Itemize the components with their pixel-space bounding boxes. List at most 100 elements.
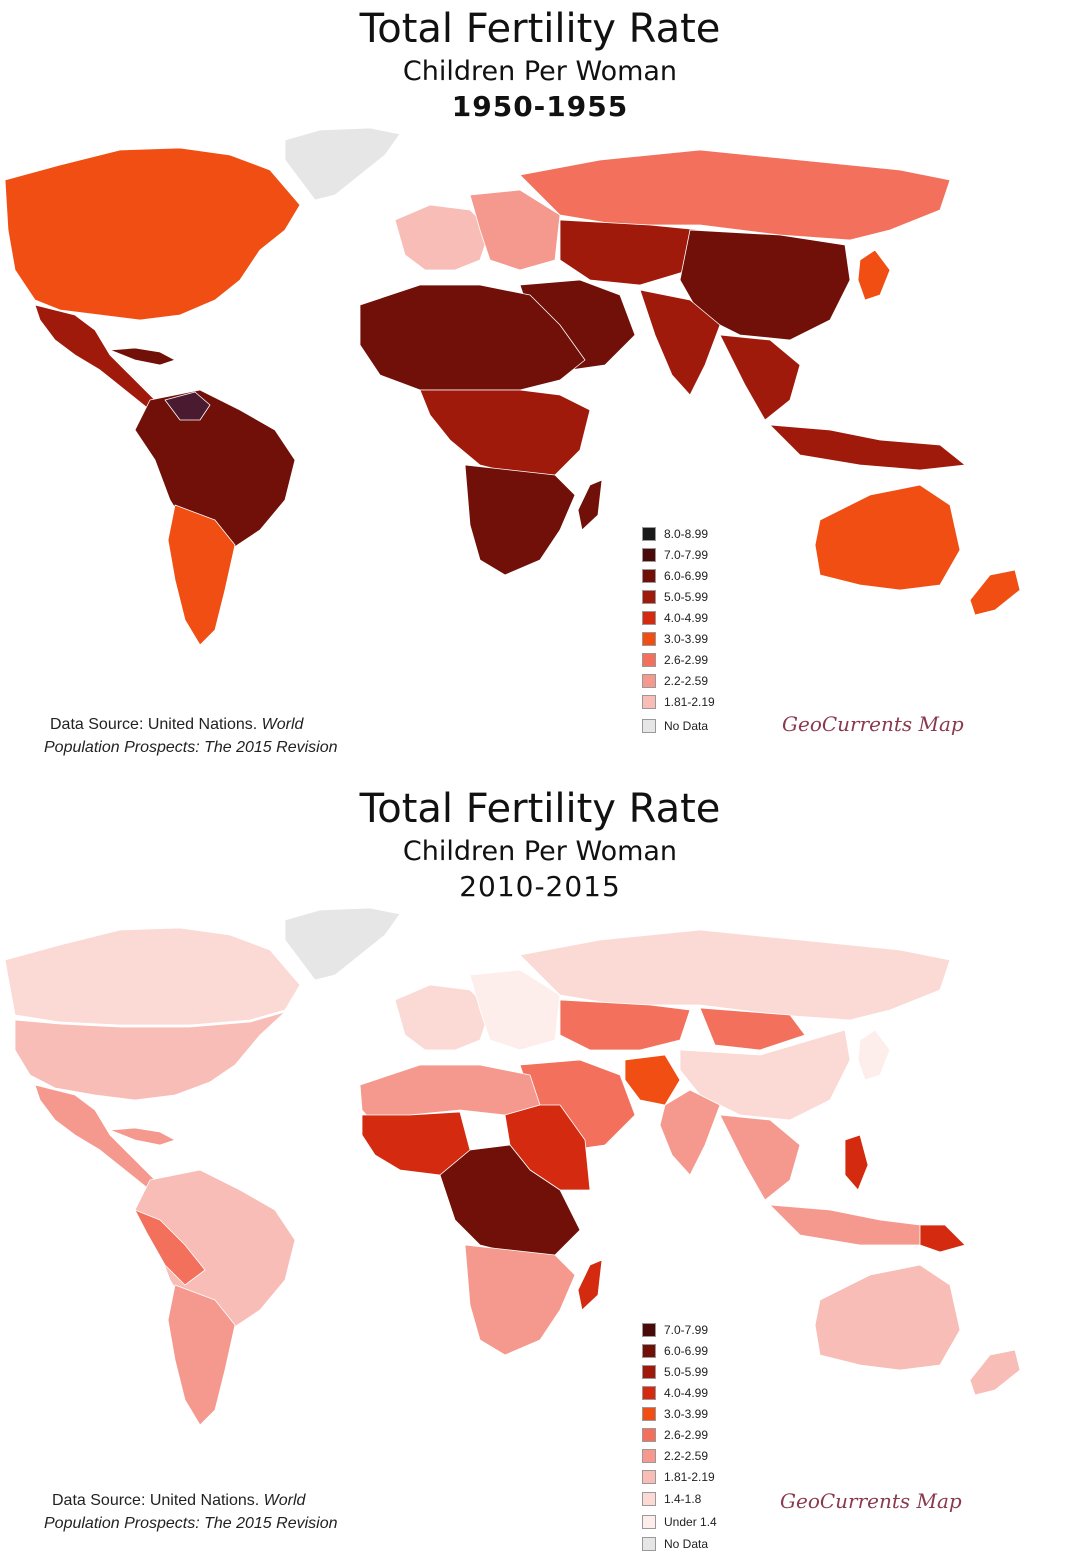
- legend-swatch: [642, 590, 656, 604]
- peru-bolivia: [134, 1209, 206, 1286]
- legend-item: 1.81-2.19: [642, 694, 715, 710]
- japan: [857, 249, 891, 301]
- map-period: 2010-2015: [459, 870, 621, 903]
- legend-item: 6.0-6.99: [642, 1343, 708, 1359]
- map-title: Total Fertility Rate: [359, 786, 721, 832]
- europe-west: [394, 984, 491, 1051]
- map-subtitle: Children Per Woman: [402, 56, 678, 87]
- new-zealand: [969, 1349, 1021, 1396]
- legend-item: 2.6-2.99: [642, 1427, 708, 1443]
- greenland: [284, 907, 401, 981]
- africa-central: [419, 389, 591, 476]
- legend-item: 5.0-5.99: [642, 589, 708, 605]
- southern-cone: [167, 1284, 236, 1426]
- china: [679, 1029, 851, 1121]
- legend-item: Under 1.4: [642, 1514, 717, 1530]
- legend-swatch: [642, 527, 656, 541]
- central-asia: [559, 999, 691, 1051]
- madagascar: [577, 479, 603, 531]
- new-zealand: [969, 569, 1021, 616]
- india: [639, 289, 721, 396]
- united-states: [14, 1011, 286, 1101]
- legend-item: 8.0-8.99: [642, 526, 708, 542]
- north-america: [4, 147, 301, 321]
- venezuela: [164, 391, 211, 421]
- madagascar: [577, 1259, 603, 1311]
- legend-swatch: [642, 569, 656, 583]
- legend: 8.0-8.99 7.0-7.99 6.0-6.99 5.0-5.99 4.0-…: [642, 526, 762, 736]
- legend-item: 5.0-5.99: [642, 1364, 708, 1380]
- india: [659, 1089, 721, 1176]
- pakistan: [624, 1054, 681, 1106]
- australia: [814, 1264, 961, 1371]
- data-source: Data Source: United Nations. World Popul…: [44, 716, 338, 756]
- legend-item: 6.0-6.99: [642, 568, 708, 584]
- europe-east: [469, 969, 561, 1051]
- continents: [4, 907, 1021, 1426]
- legend-swatch: [642, 632, 656, 646]
- legend-swatch: [642, 1344, 656, 1358]
- world-map-1950: [4, 127, 1021, 646]
- legend-item: 7.0-7.99: [642, 1322, 708, 1338]
- south-america: [134, 389, 296, 551]
- map-title: Total Fertility Rate: [359, 6, 721, 52]
- africa-south: [464, 1244, 576, 1356]
- world-map-2010: [4, 907, 1021, 1426]
- legend-item: 1.4-1.8: [642, 1491, 701, 1507]
- legend-item: 2.2-2.59: [642, 673, 708, 689]
- legend-swatch: [642, 1515, 656, 1529]
- legend-item: 3.0-3.99: [642, 1406, 708, 1422]
- legend-swatch: [642, 1323, 656, 1337]
- legend-swatch: [642, 548, 656, 562]
- map-subtitle: Children Per Woman: [402, 836, 678, 867]
- map-panel-2010: Total Fertility Rate Children Per Woman …: [0, 780, 1080, 1556]
- central-asia: [559, 219, 701, 286]
- legend-swatch: [642, 1428, 656, 1442]
- legend-item: 1.81-2.19: [642, 1469, 715, 1485]
- papua: [919, 1224, 966, 1253]
- mongolia: [699, 1007, 806, 1051]
- legend-item: 3.0-3.99: [642, 631, 708, 647]
- legend-item: 2.6-2.99: [642, 652, 708, 668]
- caribbean: [109, 1127, 176, 1146]
- legend-swatch: [642, 1537, 656, 1551]
- australia: [814, 484, 961, 591]
- legend-swatch: [642, 653, 656, 667]
- legend-swatch: [642, 1449, 656, 1463]
- continents: [4, 127, 1021, 646]
- southeast-asia: [719, 1114, 801, 1201]
- legend-item: 4.0-4.99: [642, 1385, 708, 1401]
- indonesia: [769, 424, 966, 471]
- legend-swatch: [642, 1365, 656, 1379]
- data-source: Data Source: United Nations. World Popul…: [44, 1492, 338, 1532]
- caribbean: [109, 347, 176, 366]
- geocurrents-brand: GeoCurrents Map: [780, 1489, 962, 1513]
- map-panel-1950: Total Fertility Rate Children Per Woman …: [0, 0, 1080, 776]
- map-period: 1950-1955: [451, 90, 629, 123]
- legend-swatch: [642, 719, 656, 733]
- legend-swatch: [642, 611, 656, 625]
- geocurrents-brand: GeoCurrents Map: [782, 712, 964, 736]
- legend-swatch: [642, 1407, 656, 1421]
- greenland: [284, 127, 401, 201]
- legend-item: 7.0-7.99: [642, 547, 708, 563]
- europe-west: [394, 204, 491, 271]
- southeast-asia: [719, 334, 801, 421]
- china: [679, 229, 851, 341]
- indonesia: [769, 1204, 921, 1246]
- legend-swatch: [642, 1470, 656, 1484]
- legend: 7.0-7.99 6.0-6.99 5.0-5.99 4.0-4.99 3.0-…: [642, 1322, 762, 1552]
- philippines: [844, 1134, 869, 1191]
- japan: [857, 1029, 891, 1081]
- legend-swatch: [642, 1492, 656, 1506]
- legend-swatch: [642, 674, 656, 688]
- legend-item: No Data: [642, 1536, 708, 1552]
- europe-east: [469, 189, 561, 271]
- legend-item: No Data: [642, 718, 708, 734]
- africa-north: [359, 284, 586, 391]
- africa-south: [464, 464, 576, 576]
- legend-swatch: [642, 1386, 656, 1400]
- legend-item: 4.0-4.99: [642, 610, 708, 626]
- africa-central: [439, 1144, 581, 1256]
- southern-cone: [167, 504, 236, 646]
